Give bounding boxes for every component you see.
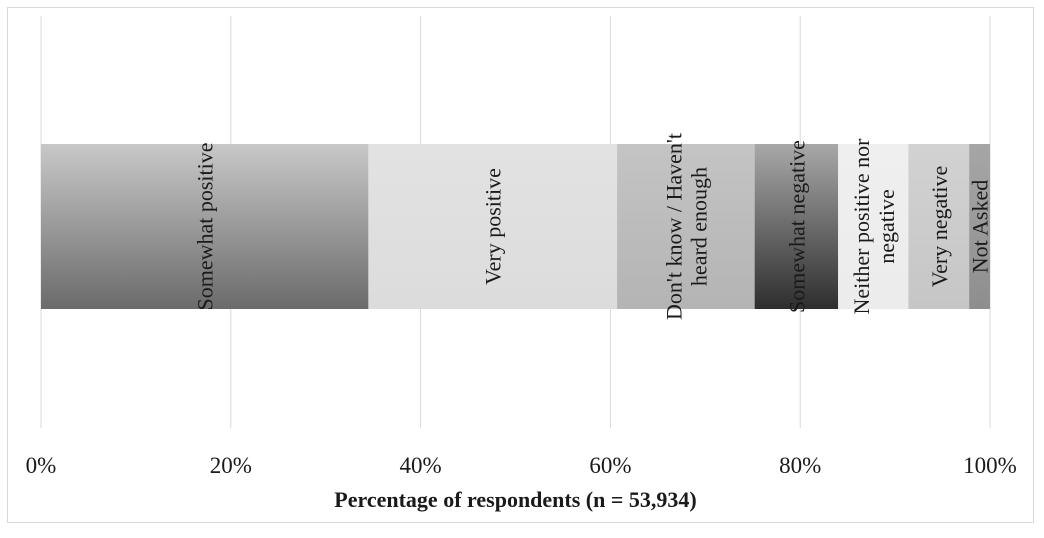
x-tick-label: 20% bbox=[210, 453, 252, 478]
x-tick-label: 40% bbox=[400, 453, 442, 478]
segment-label-somewhat-positive: Somewhat positive bbox=[193, 142, 218, 310]
x-tick-label: 0% bbox=[26, 453, 57, 478]
x-tick-label: 80% bbox=[779, 453, 821, 478]
bar-segment-neither-positive-nor-negative bbox=[838, 144, 909, 309]
bar-segments bbox=[41, 144, 990, 309]
segment-label-neither-positive-nor-negative: Neither positive nornegative bbox=[849, 138, 899, 315]
segment-label-very-negative: Very negative bbox=[927, 166, 952, 288]
bar-segment-somewhat-negative bbox=[754, 144, 839, 309]
bar-segment-very-positive bbox=[368, 144, 618, 309]
chart-frame: Somewhat positive Very positive Don't know… bbox=[7, 7, 1034, 523]
bar-segment-don-t-know-haven-t-heard-enough bbox=[617, 144, 755, 309]
x-tick-label: 100% bbox=[963, 453, 1017, 478]
bar-segment-somewhat-positive bbox=[41, 144, 369, 309]
segment-label-very-positive: Very positive bbox=[481, 168, 506, 285]
x-axis-title: Percentage of respondents (n = 53,934) bbox=[334, 487, 696, 512]
segment-label-don-t-know-haven-t-heard-enough: Don't know / Haven'theard enough bbox=[661, 133, 711, 320]
segment-label-not-asked: Not Asked bbox=[968, 180, 993, 274]
stacked-bar-chart: Somewhat positive Very positive Don't know… bbox=[26, 16, 1017, 512]
segment-labels: Somewhat positive Very positive Don't know… bbox=[193, 133, 993, 320]
bar-segment-not-asked bbox=[969, 144, 990, 309]
bar-segment-very-negative bbox=[908, 144, 970, 309]
segment-label-somewhat-negative: Somewhat negative bbox=[784, 140, 809, 313]
x-tick-label: 60% bbox=[589, 453, 631, 478]
x-axis-ticks: 0% 20% 40% 60% 80% 100% bbox=[26, 453, 1017, 478]
